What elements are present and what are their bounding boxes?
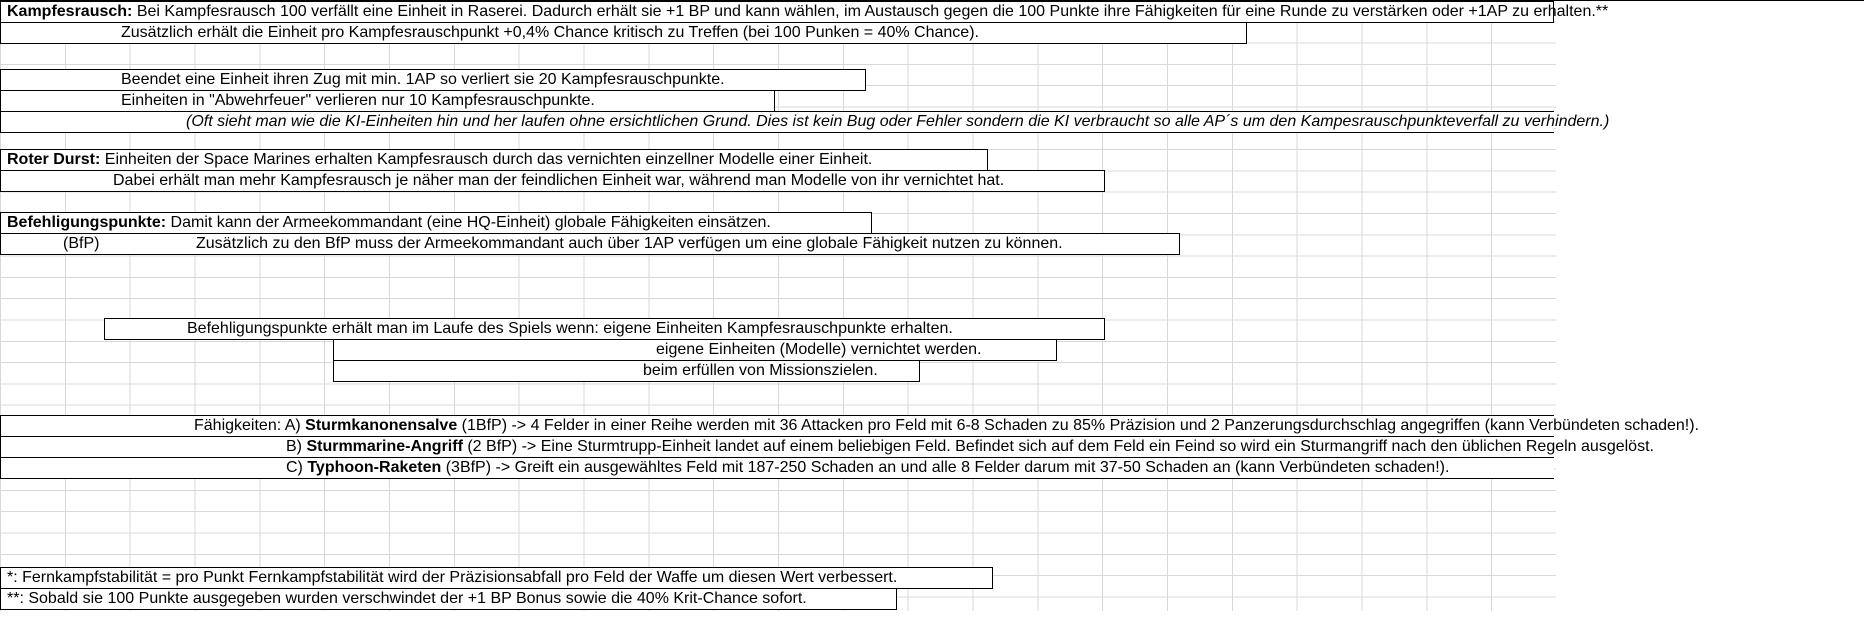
kampfesrausch-label: Kampfesrausch:	[7, 3, 133, 20]
faehigkeit-c-name: Typhoon-Raketen	[307, 459, 442, 476]
faehigkeit-a-name: Sturmkanonensalve	[305, 417, 458, 434]
faehigkeit-b-name: Sturmmarine-Angriff	[306, 438, 463, 455]
bfp-quelle-2-text: eigene Einheiten (Modelle) vernichtet we…	[656, 341, 982, 358]
row-faehigkeit-a[interactable]: Fähigkeiten: A) Sturmkanonensalve (1BfP)…	[0, 415, 1699, 437]
row-roter-durst[interactable]: Roter Durst: Einheiten der Space Marines…	[0, 149, 988, 171]
row-bfp-quelle-2[interactable]: eigene Einheiten (Modelle) vernichtet we…	[333, 339, 1057, 361]
row-kampfesrausch[interactable]: Kampfesrausch: Bei Kampfesrausch 100 ver…	[0, 1, 1608, 23]
row-befehligungspunkte[interactable]: Befehligungspunkte: Damit kann der Armee…	[0, 212, 872, 234]
roter-durst-text: Einheiten der Space Marines erhalten Kam…	[100, 151, 873, 168]
bfp-abbreviation: (BfP)	[63, 235, 100, 252]
row-bfp-detail[interactable]: (BfP) Zusätzlich zu den BfP muss der Arm…	[0, 233, 1180, 255]
befehligungspunkte-text: Damit kann der Armeekommandant (eine HQ-…	[166, 214, 771, 231]
row-bfp-quelle-3[interactable]: beim erfüllen von Missionszielen.	[333, 360, 920, 382]
row-faehigkeit-b[interactable]: B) Sturmmarine-Angriff (2 BfP) -> Eine S…	[0, 436, 1654, 458]
kampfesrausch-text: Bei Kampfesrausch 100 verfällt eine Einh…	[132, 3, 1609, 20]
row-abwehrfeuer[interactable]: Einheiten in "Abwehrfeuer" verlieren nur…	[0, 90, 775, 112]
abwehrfeuer-text: Einheiten in "Abwehrfeuer" verlieren nur…	[121, 92, 595, 109]
row-kampfesrausch-detail[interactable]: Zusätzlich erhält die Einheit pro Kampfe…	[0, 22, 1247, 44]
fussnote-2-text: **: Sobald sie 100 Punkte ausgegeben wur…	[7, 590, 807, 607]
faehigkeit-b-text: (2 BfP) -> Eine Sturmtrupp-Einheit lande…	[462, 438, 1654, 455]
faehigkeit-a-text: (1BfP) -> 4 Felder in einer Reihe werden…	[457, 417, 1699, 434]
bfp-detail-text: Zusätzlich zu den BfP muss der Armeekomm…	[196, 235, 1063, 252]
row-faehigkeit-c[interactable]: C) Typhoon-Raketen (3BfP) -> Greift ein …	[0, 457, 1554, 479]
row-fussnote-2[interactable]: **: Sobald sie 100 Punkte ausgegeben wur…	[0, 588, 897, 610]
row-fussnote-1[interactable]: *: Fernkampfstabilität = pro Punkt Fernk…	[0, 567, 993, 589]
faehigkeit-c-text: (3BfP) -> Greift ein ausgewähltes Feld m…	[441, 459, 1450, 476]
bfp-quelle-1-text: Befehligungspunkte erhält man im Laufe d…	[187, 320, 953, 337]
bfp-quelle-3-text: beim erfüllen von Missionszielen.	[643, 362, 878, 379]
faehigkeit-b-prefix: B)	[286, 438, 307, 455]
ki-hinweis-text: (Oft sieht man wie die KI-Einheiten hin …	[186, 113, 1610, 130]
row-ki-hinweis[interactable]: (Oft sieht man wie die KI-Einheiten hin …	[0, 111, 1609, 133]
row-roter-durst-detail[interactable]: Dabei erhält man mehr Kampfesrausch je n…	[0, 170, 1105, 192]
row-bfp-quelle-1[interactable]: Befehligungspunkte erhält man im Laufe d…	[104, 318, 1105, 340]
sheet-top-border	[0, 0, 1864, 1]
zug-beenden-text: Beendet eine Einheit ihren Zug mit min. …	[121, 71, 725, 88]
roter-durst-label: Roter Durst:	[7, 151, 101, 168]
roter-durst-detail-text: Dabei erhält man mehr Kampfesrausch je n…	[113, 172, 1005, 189]
kampfesrausch-detail-text: Zusätzlich erhält die Einheit pro Kampfe…	[121, 24, 979, 41]
faehigkeit-a-prefix: Fähigkeiten: A)	[194, 417, 306, 434]
faehigkeit-c-prefix: C)	[286, 459, 308, 476]
fussnote-1-text: *: Fernkampfstabilität = pro Punkt Fernk…	[7, 569, 898, 586]
row-zug-beenden[interactable]: Beendet eine Einheit ihren Zug mit min. …	[0, 69, 866, 91]
befehligungspunkte-label: Befehligungspunkte:	[7, 214, 167, 231]
